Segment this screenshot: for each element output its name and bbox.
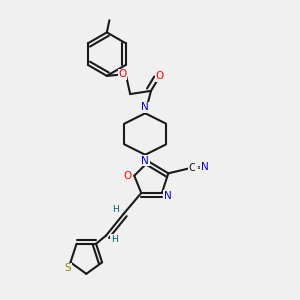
Text: O: O: [123, 171, 131, 181]
Text: S: S: [64, 263, 71, 273]
Text: H: H: [112, 206, 119, 214]
Text: O: O: [118, 69, 126, 79]
Text: H: H: [111, 235, 118, 244]
Text: O: O: [156, 71, 164, 82]
Text: N: N: [164, 190, 172, 200]
Text: C: C: [189, 163, 196, 172]
Text: N: N: [141, 155, 149, 166]
Text: ≡: ≡: [196, 163, 203, 172]
Text: N: N: [141, 103, 149, 112]
Text: N: N: [201, 162, 208, 172]
